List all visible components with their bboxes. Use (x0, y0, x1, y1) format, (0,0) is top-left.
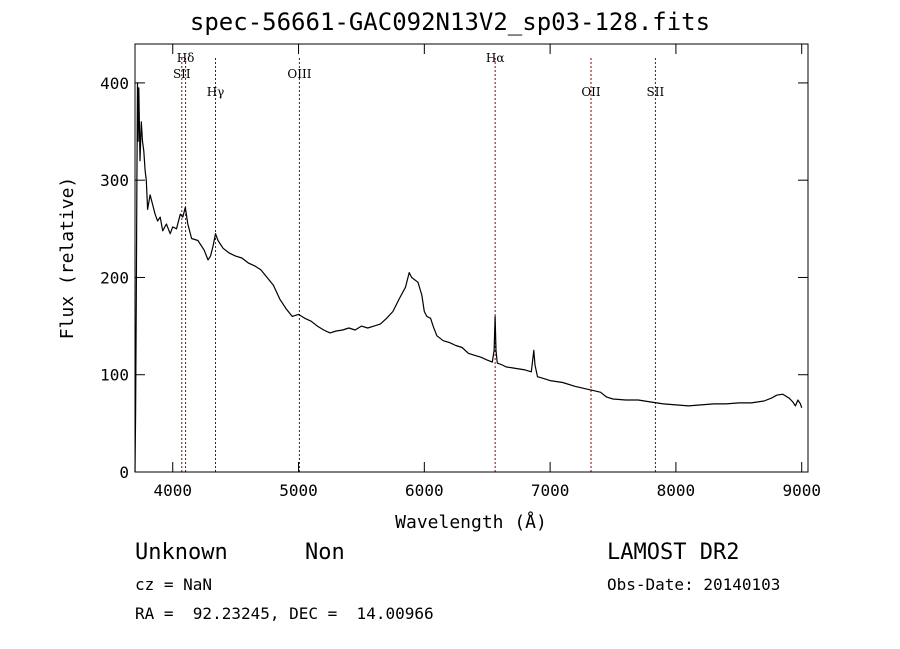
y-tick-label: 300 (100, 171, 129, 190)
spectrum-line (134, 82, 803, 473)
spectral-line-markers: Hδ SII Hγ OIII Hα OII SII (173, 51, 665, 472)
chart-title: spec-56661-GAC092N13V2_sp03-128.fits (189, 8, 711, 36)
spectral-line-label: OIII (287, 67, 311, 81)
x-tick-label: 7000 (531, 481, 570, 500)
class-label: Unknown (135, 540, 228, 565)
survey-label: LAMOST DR2 (607, 540, 740, 565)
spectral-line-label: OII (581, 85, 601, 99)
y-tick-label: 0 (119, 463, 129, 482)
y-tick-label: 100 (100, 366, 129, 385)
tick-labels: 4000 5000 6000 7000 8000 9000 0 100 200 300 400 (100, 74, 821, 500)
subclass-label: Non (305, 540, 345, 565)
coordinates-label: RA = 92.23245, DEC = 14.00966 (135, 604, 434, 623)
spectral-line-label: Hδ (177, 51, 195, 65)
y-tick-label: 200 (100, 268, 129, 287)
spectral-line-label: SII (647, 85, 665, 99)
x-axis-label: Wavelength (Å) (395, 511, 547, 533)
obs-date-label: Obs-Date: 20140103 (607, 575, 781, 594)
plot-frame (134, 43, 809, 473)
x-tick-label: 8000 (657, 481, 696, 500)
x-tick-label: 9000 (782, 481, 821, 500)
spectral-line-label: Hγ (207, 85, 225, 99)
y-axis-label: Flux (relative) (57, 177, 78, 340)
redshift-label: cz = NaN (135, 575, 213, 594)
x-tick-label: 5000 (279, 481, 318, 500)
x-tick-label: 6000 (405, 481, 444, 500)
spectral-line-label: SII (173, 67, 191, 81)
x-tick-label: 4000 (153, 481, 192, 500)
axis-ticks (135, 44, 808, 473)
spectral-line-label: Hα (486, 51, 505, 65)
y-tick-label: 400 (100, 74, 129, 93)
